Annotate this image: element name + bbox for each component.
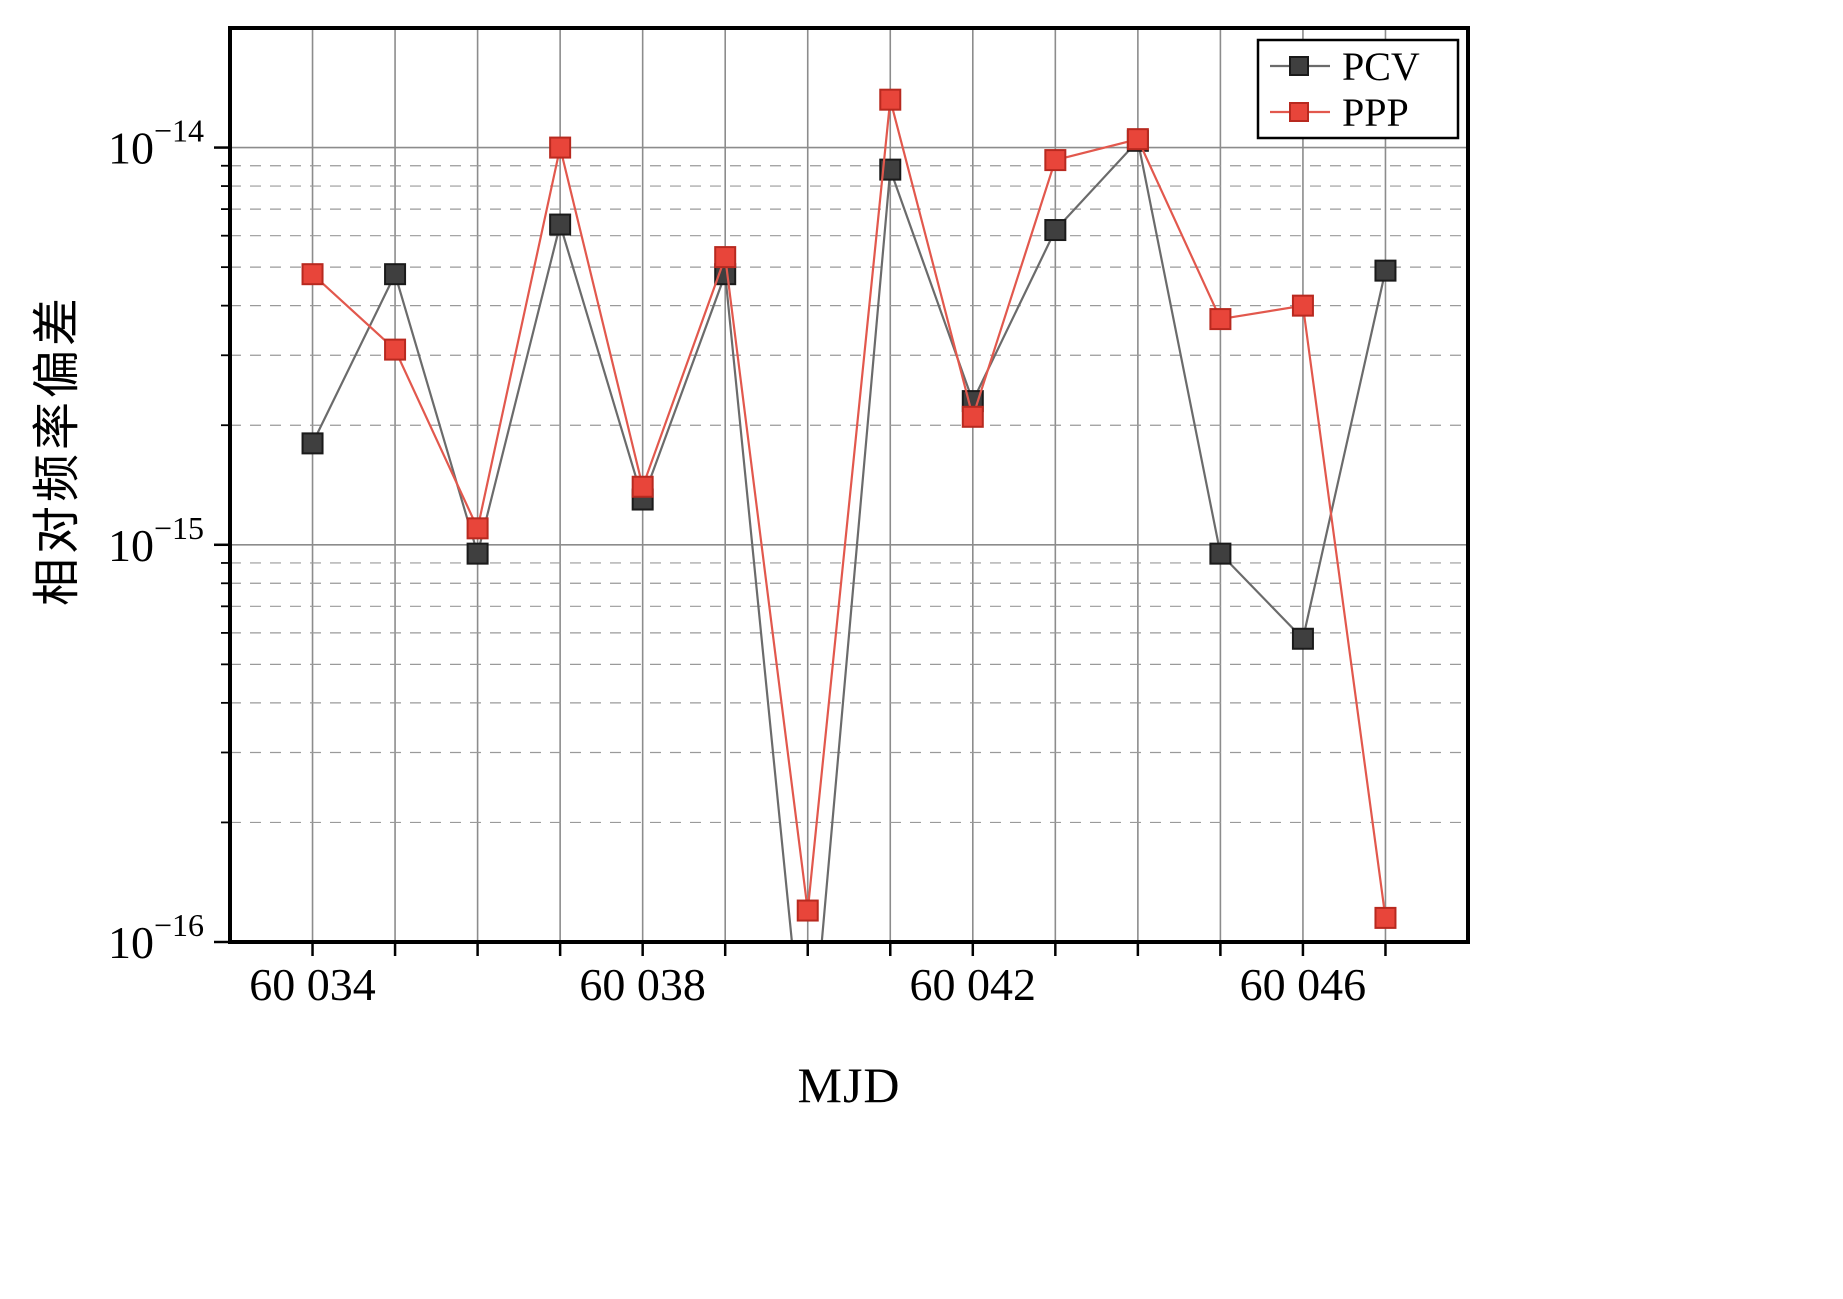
data-point-marker: [466, 542, 489, 565]
data-point-marker: [466, 517, 489, 540]
data-point-marker: [879, 88, 902, 111]
series-line: [311, 138, 1387, 942]
y-tick-label: 10−16: [108, 907, 204, 968]
data-point-marker: [549, 213, 572, 236]
plot-border: [228, 26, 1470, 944]
data-point-marker: [384, 263, 407, 286]
series-ppp: [301, 88, 1397, 929]
y-tick-label: 10−15: [108, 510, 204, 571]
axis-ticks: [214, 146, 1387, 956]
x-tick-label: 60 042: [910, 959, 1037, 1010]
data-point-marker: [961, 405, 984, 428]
data-point-marker: [1209, 308, 1232, 331]
data-point-marker: [796, 899, 819, 922]
data-point-marker: [1044, 219, 1067, 242]
data-point-marker: [1374, 259, 1397, 282]
x-axis-title: MJD: [797, 1057, 901, 1113]
y-axis-title: 相对频率偏差: [31, 293, 84, 607]
legend-marker: [1289, 56, 1309, 76]
data-point-marker: [384, 338, 407, 361]
series-pcv: [301, 129, 1397, 942]
legend-label: PCV: [1342, 44, 1420, 89]
x-tick-label: 60 034: [249, 959, 376, 1010]
data-point-marker: [1044, 149, 1067, 172]
series-line: [311, 99, 1387, 919]
data-point-marker: [1209, 542, 1232, 565]
legend-marker: [1289, 102, 1309, 122]
data-point-marker: [1291, 627, 1314, 650]
x-tick-label: 60 038: [579, 959, 706, 1010]
data-point-marker: [1374, 906, 1397, 929]
data-point-marker: [549, 136, 572, 159]
data-point-marker: [631, 475, 654, 498]
data-point-marker: [1126, 128, 1149, 151]
y-tick-label: 10−14: [108, 113, 204, 174]
legend-label: PPP: [1342, 90, 1409, 135]
data-point-marker: [301, 432, 324, 455]
data-point-marker: [714, 246, 737, 269]
data-point-marker: [301, 263, 324, 286]
gridlines: [230, 28, 1468, 942]
data-point-marker: [879, 158, 902, 181]
x-tick-label: 60 046: [1240, 959, 1367, 1010]
data-point-marker: [1291, 294, 1314, 317]
